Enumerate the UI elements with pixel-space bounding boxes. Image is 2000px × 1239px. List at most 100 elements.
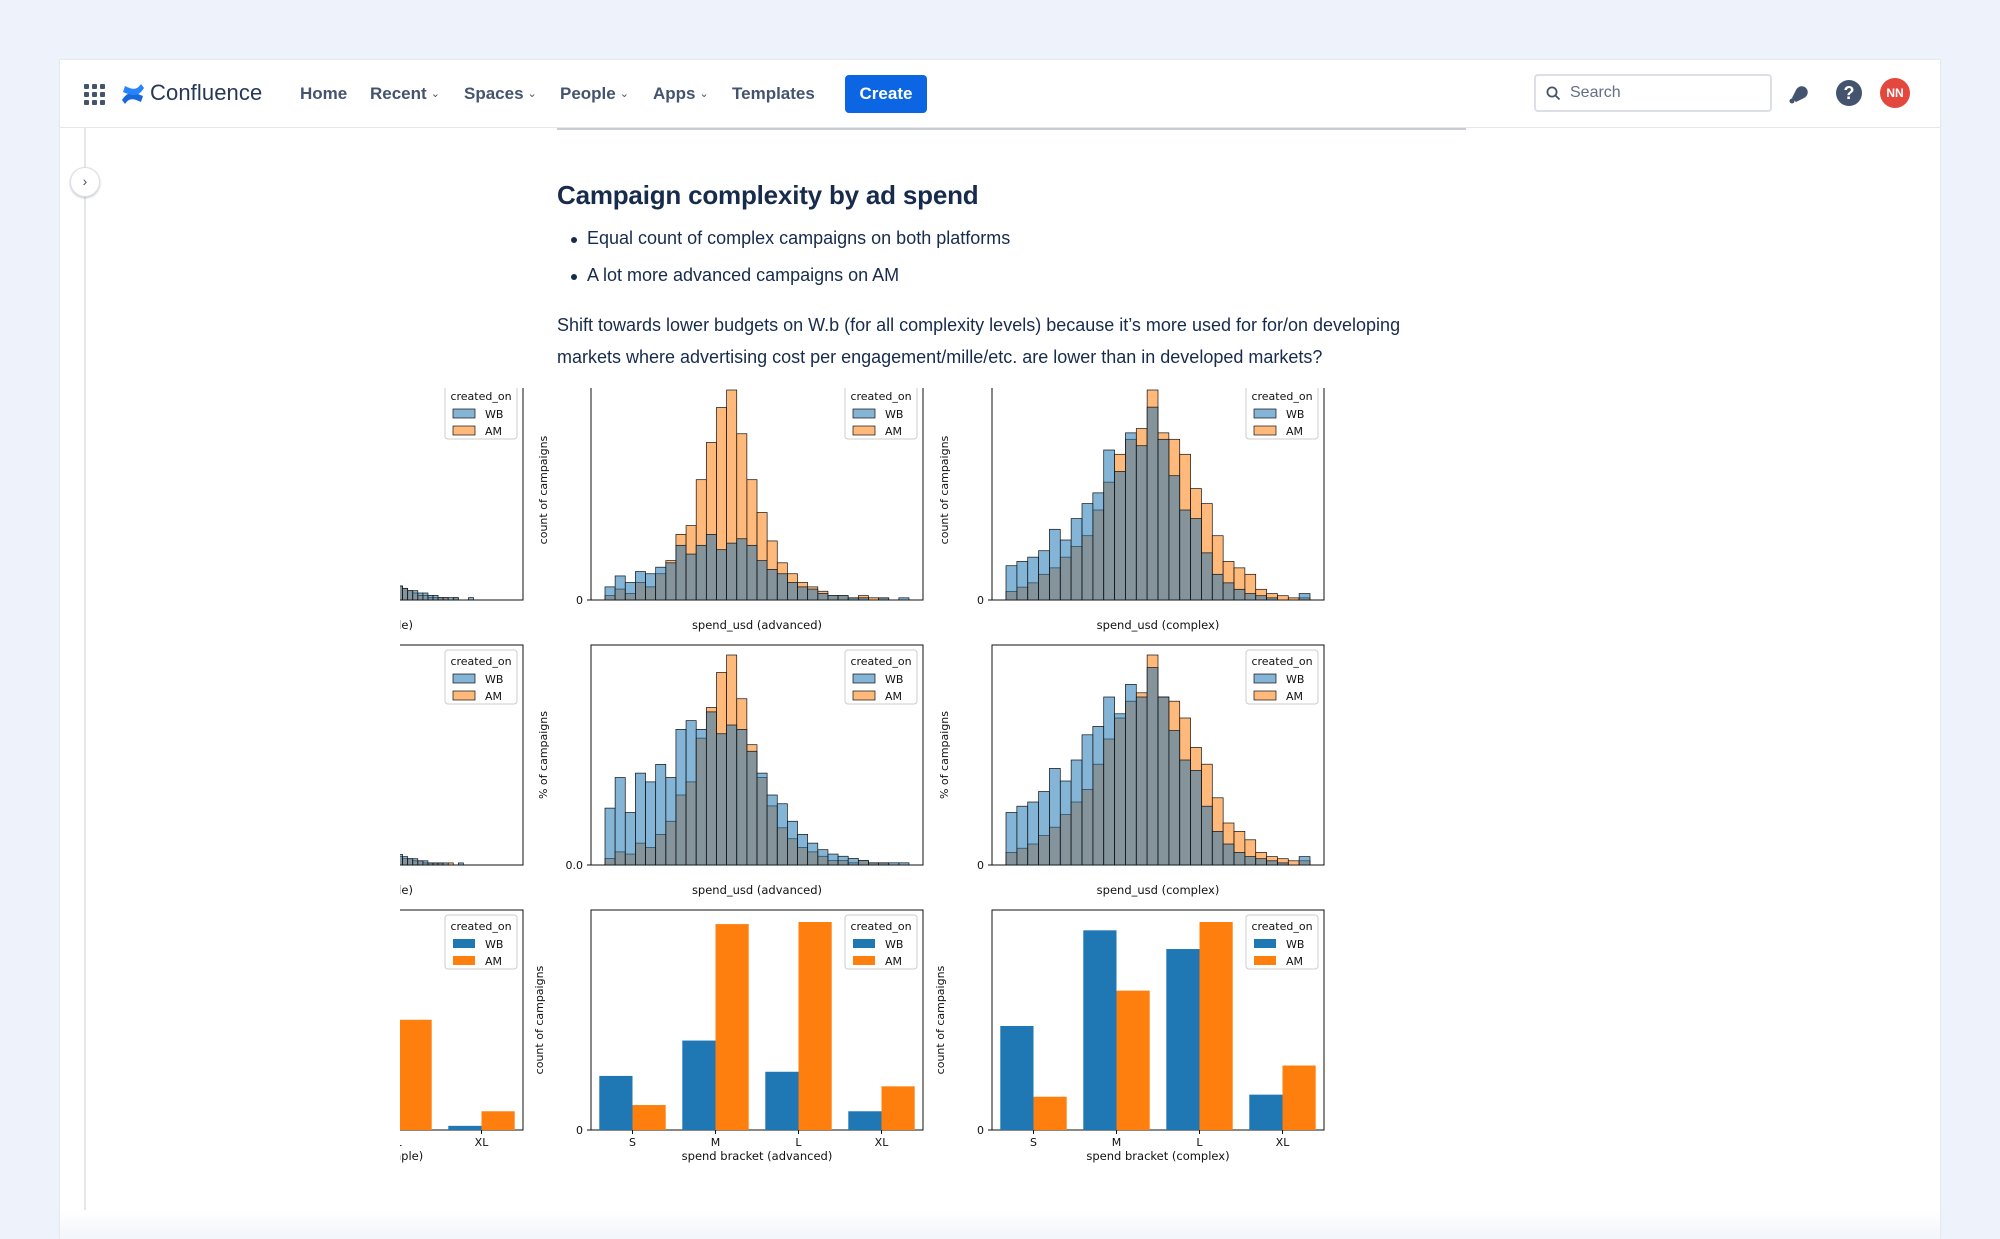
- x-tick-label: XL: [1276, 1136, 1291, 1149]
- histogram-bar: [1103, 449, 1115, 601]
- help-icon[interactable]: ?: [1836, 80, 1862, 106]
- nav-people[interactable]: People ⌄: [560, 84, 629, 104]
- x-axis-label: spend_usd (complex): [1097, 883, 1220, 897]
- chevron-down-icon: ⌄: [619, 88, 629, 100]
- legend-label: WB: [885, 408, 903, 421]
- search-input[interactable]: [1570, 82, 1760, 104]
- nav-spaces[interactable]: Spaces ⌄: [464, 84, 537, 104]
- y-tick-label: 0: [977, 1124, 984, 1137]
- bar: [632, 1105, 666, 1130]
- legend-swatch: [1253, 425, 1277, 436]
- histogram-bar: [468, 597, 474, 601]
- legend-box: [444, 649, 518, 705]
- expand-sidebar-button[interactable]: ›: [70, 167, 100, 197]
- legend-box: [444, 914, 518, 970]
- x-axis-label: spend_usd (advanced): [692, 883, 822, 897]
- histogram-bar: [868, 862, 879, 866]
- legend-label: WB: [485, 938, 503, 951]
- nav-recent[interactable]: Recent ⌄: [370, 84, 440, 104]
- legend-label: AM: [1286, 690, 1303, 703]
- y-tick-label: 0: [576, 594, 583, 607]
- histogram-bar: [624, 582, 636, 601]
- histogram-bar: [746, 544, 758, 601]
- histogram-bar: [1244, 593, 1257, 601]
- bar: [881, 1086, 915, 1130]
- histogram-bar: [407, 858, 414, 866]
- bar: [682, 1040, 716, 1130]
- search-box[interactable]: [1534, 74, 1772, 112]
- histogram-bar: [888, 862, 900, 866]
- bar: [1249, 1094, 1283, 1130]
- histogram-bar: [1005, 812, 1018, 866]
- histogram-bar: [412, 858, 419, 866]
- histogram-bar: [787, 820, 798, 866]
- legend-label: WB: [1286, 408, 1304, 421]
- chart-panel-9: S M L XL 0 spend bracket (complex) count of ca…: [934, 909, 1325, 1163]
- histogram-bar: [878, 597, 890, 601]
- legend-swatch: [1253, 690, 1277, 701]
- histogram-bar: [746, 750, 758, 866]
- bar: [481, 1111, 515, 1130]
- x-tick-label: XL: [475, 1136, 490, 1149]
- histogram-bar: [604, 807, 616, 866]
- legend-swatch: [452, 408, 476, 419]
- histogram-bar: [827, 853, 839, 866]
- x-tick-label: S: [629, 1136, 636, 1149]
- y-tick-label: 0: [977, 594, 984, 607]
- bar: [1033, 1096, 1067, 1130]
- histogram-bar: [1049, 528, 1061, 601]
- histogram-bar: [635, 571, 646, 601]
- histogram-bar: [787, 582, 798, 601]
- chart-grid: 0 spend_usd (simple) count of campaigns cre…: [400, 388, 1325, 1163]
- chart-panel-8: S M L XL 0 spend bracket (advanced) count of c…: [533, 909, 924, 1163]
- histogram-bar: [776, 803, 788, 866]
- histogram-bar: [665, 777, 677, 866]
- histogram-bar: [736, 729, 748, 866]
- nav-templates[interactable]: Templates: [732, 84, 815, 103]
- histogram-bar: [837, 595, 849, 601]
- histogram-bar: [766, 794, 778, 866]
- histogram-bar: [1114, 713, 1126, 866]
- histogram-bar: [1125, 432, 1137, 601]
- bars: [1000, 922, 1316, 1130]
- bars: [1005, 654, 1311, 866]
- histogram-bar: [427, 594, 434, 601]
- histogram-bar: [756, 772, 768, 866]
- y-axis-label: % of campaigns: [537, 711, 550, 799]
- histogram-bar: [685, 720, 697, 866]
- histogram-bar: [1081, 734, 1094, 866]
- histogram-bar: [1255, 595, 1267, 601]
- histogram-bar: [447, 597, 454, 601]
- histogram-bar: [614, 575, 626, 601]
- histogram-bar: [1027, 801, 1039, 866]
- app-switcher-icon[interactable]: [84, 84, 105, 105]
- legend-swatch: [1253, 673, 1277, 684]
- legend-label: WB: [1286, 938, 1304, 951]
- histogram-bar: [1201, 805, 1213, 866]
- create-button[interactable]: Create: [845, 75, 927, 113]
- bullet-item: A lot more advanced campaigns on AM: [570, 265, 900, 285]
- histogram-bar: [1070, 518, 1083, 601]
- histogram-bar: [1135, 445, 1148, 601]
- legend-title: created_on: [1251, 390, 1312, 403]
- nav-apps[interactable]: Apps ⌄: [653, 84, 709, 104]
- histogram-bar: [1168, 475, 1181, 601]
- bar: [1166, 949, 1200, 1130]
- y-axis-label: % of campaigns: [938, 711, 951, 799]
- histogram-bar: [624, 812, 636, 866]
- bars: [599, 922, 915, 1130]
- histogram-bar: [1059, 539, 1072, 601]
- confluence-logo-icon[interactable]: [121, 83, 145, 105]
- legend-swatch: [453, 956, 475, 965]
- legend-swatch: [853, 956, 875, 965]
- notifications-icon[interactable]: [1787, 81, 1813, 107]
- avatar[interactable]: NN: [1880, 78, 1910, 108]
- bottom-fade: [60, 1210, 1940, 1239]
- histogram-bar: [695, 544, 707, 601]
- bars: [604, 654, 910, 866]
- histogram-bar: [1146, 406, 1159, 601]
- nav-home[interactable]: Home: [300, 84, 348, 103]
- histogram-bar: [604, 586, 616, 601]
- app-name[interactable]: Confluence: [150, 80, 263, 105]
- histogram-bar: [705, 711, 717, 866]
